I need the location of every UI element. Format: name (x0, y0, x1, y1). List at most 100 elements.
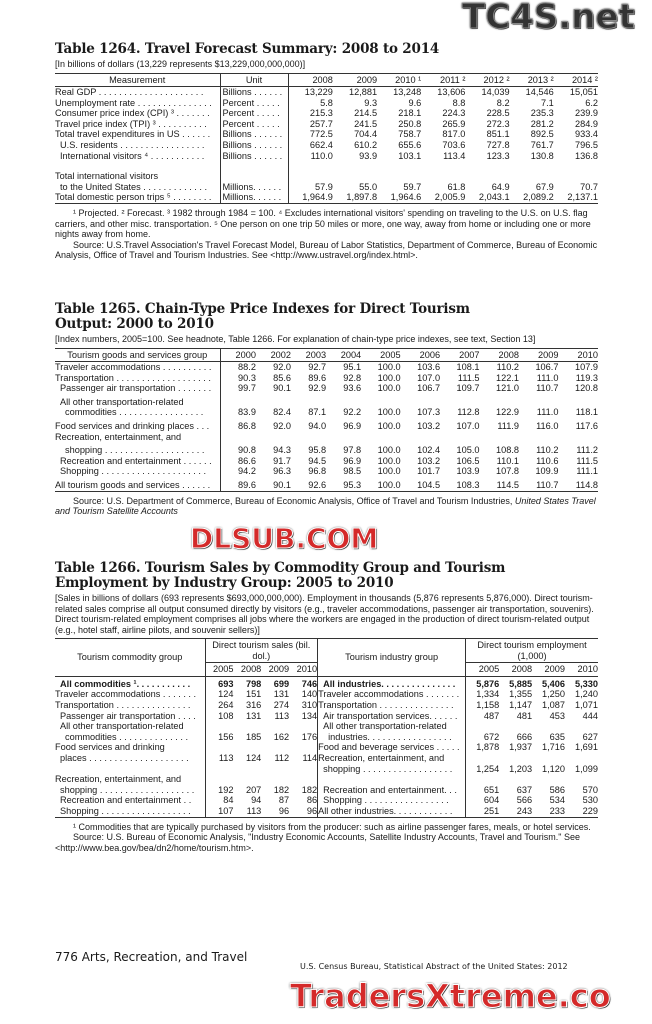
value-cell (220, 432, 256, 443)
value-cell (480, 432, 519, 443)
value-cell: 235.3 (530, 108, 554, 119)
table-row: All other transportation-related All othe… (55, 721, 598, 732)
commodity-label: Traveler accommodations . . . . . . . (55, 689, 206, 700)
value-cell: 64.9 (491, 181, 510, 192)
table-row: Recreation, entertainment, and (55, 431, 598, 443)
table-row: shopping . . . . . . . . . . . . . . . .… (55, 784, 598, 796)
table-row: Recreation and entertainment . . . . . .… (55, 455, 598, 467)
header-row: 2005 2008 2009 2010 2005 2008 2009 2010 (55, 662, 598, 677)
employment-value: 672 (483, 731, 500, 742)
watermark-logo-top: TC4S.net (462, 0, 636, 37)
commodity-label: Recreation and entertainment . . (55, 795, 206, 806)
value-cell: 109.7 (456, 383, 480, 394)
employment-value: 586 (549, 784, 565, 795)
industry-label: industries. . . . . . . . . . . . . . . … (317, 731, 467, 743)
value-cell: 6.2 (585, 97, 598, 108)
value-cell: 61.8 (447, 181, 466, 192)
unit-cell: Billions . . . . . . (220, 129, 289, 141)
value-cell: 92.9 (308, 383, 327, 394)
value-cell: 892.5 (530, 129, 554, 140)
employment-value (499, 721, 532, 732)
value-cell: 120.8 (575, 383, 598, 394)
value-cell: 1,964.6 (390, 192, 422, 203)
table-row: commodities . . . . . . . . . . . . . . … (55, 407, 598, 419)
employment-value: 481 (516, 710, 533, 721)
sales-value: 192 (218, 784, 234, 795)
value-cell: 108.1 (456, 362, 480, 373)
employment-value (565, 774, 598, 785)
value-cell (326, 432, 361, 443)
value-cell: 14,546 (525, 87, 554, 98)
employment-value (499, 753, 532, 764)
table-cell (288, 161, 333, 171)
value-cell: 117.6 (575, 421, 598, 432)
sales-value (261, 721, 289, 732)
employment-value: 1,240 (575, 689, 598, 700)
employment-value (466, 774, 500, 785)
value-cell: 122.1 (495, 372, 519, 383)
spacer (55, 477, 221, 481)
sales-value: 185 (245, 731, 262, 742)
value-cell: 281.2 (530, 118, 554, 129)
value-cell (361, 432, 400, 443)
footnote: ¹ Commodities that are typically purchas… (73, 821, 591, 832)
row-label: Travel price index (TPI) ³ . . . . . . .… (55, 118, 221, 130)
column-group-header: Direct tourism sales (bil. dol.) (205, 638, 319, 664)
table-row: Transportation . . . . . . . . . . . . .… (55, 372, 598, 384)
sales-value: 96 (289, 805, 319, 817)
value-cell: 8.8 (452, 97, 466, 108)
employment-value: 1,120 (542, 763, 565, 774)
value-cell: 103.1 (398, 150, 422, 161)
row-label: Total travel expenditures in US . . . . … (55, 129, 221, 141)
table-cell (377, 161, 421, 171)
column-header: 2005 (361, 348, 401, 363)
source-note: Source: U.S.Travel Association's Travel … (55, 239, 598, 261)
employment-value: 604 (483, 795, 500, 806)
industry-label: Food and beverage services . . . . . (317, 742, 467, 753)
table-row: Passenger air transportation . . . . . .… (55, 383, 598, 394)
value-cell: 83.9 (238, 407, 256, 418)
table-row: commodities . . . . . . . . . . . . . . 1… (55, 731, 598, 743)
year-header: 2009 (532, 662, 565, 677)
column-header: 2007 (440, 348, 480, 363)
value-cell: 110.2 (536, 445, 559, 456)
table-cell (510, 161, 554, 171)
value-cell: 111.1 (576, 466, 598, 477)
value-cell: 13,606 (437, 87, 466, 98)
unit-cell: Millions. . . . . . (220, 192, 289, 204)
column-header: Tourism goods and services group (55, 348, 221, 363)
value-cell: 110.1 (496, 455, 519, 466)
row-label: Total international visitors (55, 171, 221, 182)
value-cell: 111.9 (497, 421, 519, 432)
sales-value: 114 (289, 752, 319, 764)
value-cell: 86.8 (238, 421, 256, 432)
value-cell (361, 397, 400, 408)
value-cell: 90.1 (273, 383, 292, 394)
value-cell: 90.3 (238, 372, 256, 383)
sales-value (205, 764, 233, 775)
value-cell: 15,051 (569, 87, 598, 98)
value-cell: 92.0 (273, 421, 292, 432)
value-cell (510, 171, 554, 182)
row-label (55, 161, 221, 172)
table-row (55, 161, 598, 172)
value-cell: 772.5 (309, 129, 333, 140)
value-cell: 284.9 (575, 118, 598, 129)
value-cell (377, 171, 421, 182)
sales-value (289, 742, 319, 753)
value-cell: 102.4 (417, 445, 441, 456)
value-cell: 107.8 (495, 466, 519, 477)
value-cell (401, 432, 440, 443)
value-cell (465, 171, 509, 182)
column-header: Tourism industry group (317, 638, 467, 677)
source-text: Source: U.S. Department of Commerce, Bur… (73, 495, 515, 506)
year-header: 2008 (499, 662, 533, 677)
year-header: 2005 (205, 662, 234, 677)
value-cell: 122.9 (495, 407, 519, 418)
value-cell (480, 397, 519, 408)
value-cell: 95.8 (308, 445, 327, 456)
employment-value: 243 (516, 805, 533, 816)
sales-value: 113 (246, 805, 262, 816)
employment-value (532, 774, 565, 785)
unit-cell: Percent . . . . . (220, 108, 289, 119)
